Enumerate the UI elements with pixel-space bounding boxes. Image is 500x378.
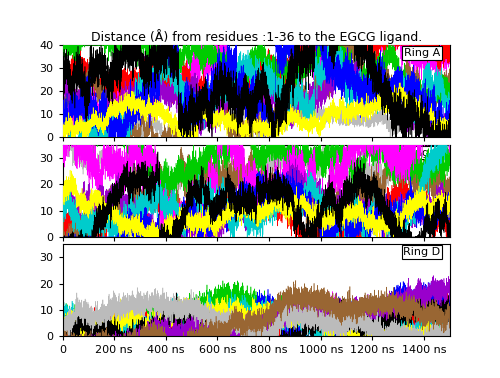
Text: Ring B: Ring B [404, 147, 440, 158]
Text: Ring D: Ring D [403, 247, 440, 257]
Text: Ring A: Ring A [404, 48, 440, 58]
Title: Distance (Å) from residues :1-36 to the EGCG ligand.: Distance (Å) from residues :1-36 to the … [90, 29, 422, 44]
